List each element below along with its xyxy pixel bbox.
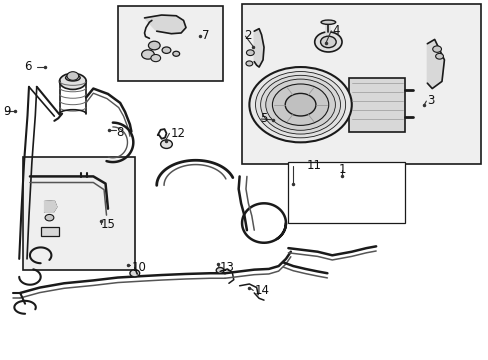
Ellipse shape — [65, 75, 80, 81]
Text: 2: 2 — [244, 29, 251, 42]
Circle shape — [172, 51, 179, 56]
Circle shape — [272, 84, 328, 125]
Circle shape — [45, 215, 54, 221]
Ellipse shape — [321, 20, 335, 24]
Circle shape — [260, 75, 340, 134]
Text: 3: 3 — [427, 94, 434, 107]
Circle shape — [151, 54, 160, 62]
Text: 13: 13 — [220, 261, 235, 274]
Circle shape — [320, 36, 335, 48]
Circle shape — [435, 53, 443, 59]
Circle shape — [160, 140, 172, 148]
Circle shape — [245, 61, 252, 66]
Bar — [242, 4, 480, 164]
Text: 6: 6 — [24, 60, 32, 73]
Text: 5: 5 — [260, 112, 267, 125]
Text: 7: 7 — [202, 29, 209, 42]
Circle shape — [67, 72, 79, 80]
Circle shape — [216, 267, 224, 273]
Circle shape — [265, 79, 335, 130]
Text: 4: 4 — [331, 24, 339, 37]
Circle shape — [432, 46, 441, 52]
Polygon shape — [44, 201, 57, 212]
Polygon shape — [427, 40, 444, 89]
Bar — [22, 157, 135, 270]
Circle shape — [249, 67, 351, 142]
Polygon shape — [144, 15, 185, 34]
Circle shape — [246, 50, 254, 55]
Text: 15: 15 — [101, 217, 115, 231]
Bar — [118, 6, 222, 81]
Text: 9: 9 — [3, 105, 11, 118]
Bar — [288, 162, 405, 223]
Text: 12: 12 — [170, 127, 185, 140]
Text: 1: 1 — [338, 163, 345, 176]
Ellipse shape — [60, 73, 86, 89]
Circle shape — [148, 41, 160, 50]
Text: 14: 14 — [254, 284, 269, 297]
Text: 8: 8 — [117, 126, 124, 139]
Bar — [41, 226, 59, 235]
Text: 11: 11 — [306, 159, 321, 172]
Polygon shape — [254, 29, 264, 67]
Circle shape — [142, 50, 154, 59]
Circle shape — [314, 32, 341, 52]
Bar — [348, 78, 405, 132]
Circle shape — [255, 72, 345, 138]
Circle shape — [130, 270, 140, 277]
Circle shape — [285, 93, 315, 116]
Circle shape — [162, 47, 170, 53]
Text: 10: 10 — [131, 261, 146, 274]
